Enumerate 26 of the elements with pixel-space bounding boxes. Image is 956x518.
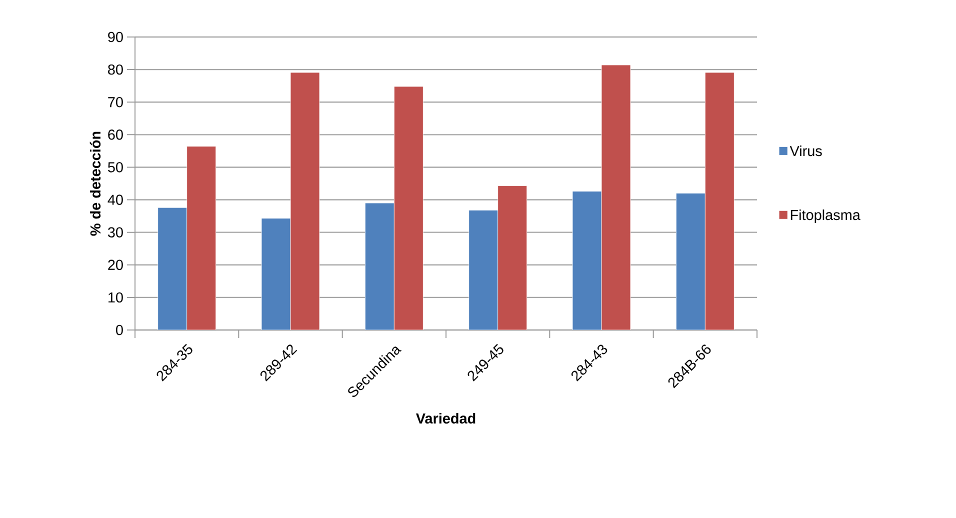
bar (186, 146, 216, 330)
bar (394, 86, 424, 330)
y-axis-title: % de detección (90, 132, 101, 236)
y-tick-label: 20 (108, 260, 123, 270)
bar (676, 193, 706, 330)
y-tick-label: 40 (108, 194, 123, 205)
y-tick-label: 0 (116, 324, 123, 336)
y-tick-label: 30 (108, 227, 123, 238)
bar (364, 202, 394, 330)
y-tick-label: 10 (108, 292, 123, 303)
bar (572, 191, 602, 330)
x-axis-title: Variedad (416, 412, 476, 424)
bar (498, 186, 528, 330)
y-tick-label: 60 (108, 130, 123, 140)
bar (704, 72, 734, 330)
y-tick-label: 50 (108, 162, 123, 172)
y-tick-label: 80 (108, 64, 123, 75)
bar (290, 72, 320, 330)
bar (158, 207, 188, 330)
legend-label: Fitoplasma (790, 209, 860, 223)
bar (261, 218, 291, 330)
bar (601, 64, 631, 330)
y-tick-label: 90 (108, 32, 123, 42)
legend-label: Virus (790, 146, 822, 156)
y-tick-label: 70 (108, 96, 123, 108)
bar (468, 210, 498, 330)
